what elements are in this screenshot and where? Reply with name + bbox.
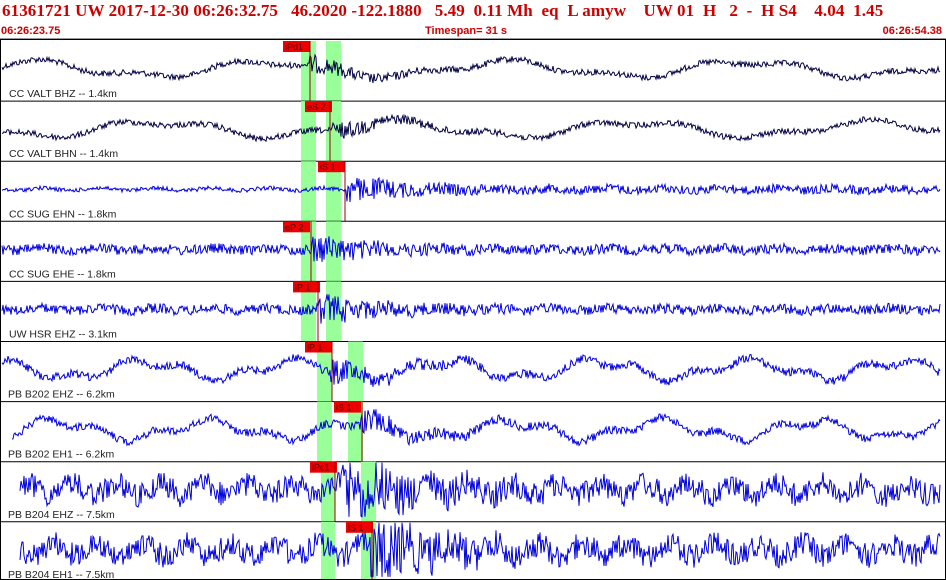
pick-label: iP 1 bbox=[295, 282, 310, 292]
pick-marker[interactable] bbox=[305, 341, 332, 353]
channel-row[interactable]: iP 1 PB B202 EHZ -- 6.2km bbox=[0, 341, 946, 403]
s-window-highlight bbox=[326, 161, 341, 222]
event-header: 61361721 UW 2017-12-30 06:26:32.75 46.20… bbox=[0, 0, 946, 39]
channel-label: PB B202 EHZ -- 6.2km bbox=[8, 389, 115, 401]
event-summary-title: 61361721 UW 2017-12-30 06:26:32.75 46.20… bbox=[2, 1, 884, 20]
channel-row[interactable]: iS 1 PB B202 EH1 -- 6.2km bbox=[0, 401, 946, 463]
channel-label: PB B202 EH1 -- 6.2km bbox=[8, 449, 114, 461]
waveform-trace bbox=[1, 176, 941, 203]
pick-marker[interactable] bbox=[293, 281, 320, 293]
channel-row[interactable]: iPd1 CC VALT BHZ -- 1.4km bbox=[0, 41, 946, 102]
header-divider bbox=[0, 38, 946, 39]
channel-label: CC SUG EHN -- 1.8km bbox=[9, 208, 117, 220]
channel-label: PB B204 EHZ -- 7.5km bbox=[8, 509, 115, 521]
pick-label: iPd1 bbox=[285, 42, 303, 52]
pick-marker[interactable] bbox=[310, 461, 337, 473]
waveform-trace bbox=[11, 409, 941, 447]
waveform-trace bbox=[19, 462, 941, 518]
channel-label: CC SUG EHE -- 1.8km bbox=[9, 268, 116, 280]
pick-marker[interactable] bbox=[318, 161, 345, 173]
p-window-highlight bbox=[317, 341, 332, 402]
pick-marker[interactable] bbox=[305, 101, 332, 113]
p-window-highlight bbox=[321, 461, 335, 522]
channel-label: CC VALT BHZ -- 1.4km bbox=[9, 88, 117, 100]
seismogram-panel[interactable]: iPd1 CC VALT BHZ -- 1.4km eS 2 CC VALT BHN … bbox=[0, 39, 946, 580]
pick-label: iP 1 bbox=[307, 343, 322, 353]
pick-marker[interactable] bbox=[283, 41, 310, 52]
channel-label: CC VALT BHN -- 1.4km bbox=[9, 148, 118, 160]
waveform-trace bbox=[1, 53, 941, 84]
channel-row[interactable]: iP 1 UW HSR EHZ -- 3.1km bbox=[0, 281, 946, 342]
s-window-highlight bbox=[326, 41, 341, 102]
panel-border bbox=[0, 39, 946, 580]
channel-row[interactable]: iS 1 CC SUG EHN -- 1.8km bbox=[0, 161, 946, 222]
channel-label: UW HSR EHZ -- 3.1km bbox=[9, 329, 117, 341]
channel-row[interactable]: iPc1 PB B204 EHZ -- 7.5km bbox=[0, 461, 946, 523]
pick-marker[interactable] bbox=[283, 221, 310, 233]
waveform-trace bbox=[1, 113, 941, 143]
s-window-highlight bbox=[348, 401, 363, 462]
pick-label: iS 1 bbox=[336, 403, 352, 413]
start-time-label: 06:26:23.75 bbox=[1, 25, 61, 37]
p-window-highlight bbox=[321, 521, 335, 580]
pick-marker[interactable] bbox=[334, 401, 361, 413]
pick-label: iS 1 bbox=[348, 523, 364, 533]
channel-row[interactable]: iS 1 PB B204 EH1 -- 7.5km bbox=[0, 521, 946, 580]
channel-row[interactable]: eS 2 CC VALT BHN -- 1.4km bbox=[0, 101, 946, 162]
waveform-trace bbox=[1, 294, 941, 324]
channel-row[interactable]: eP 2 CC SUG EHE -- 1.8km bbox=[0, 221, 946, 282]
p-window-highlight bbox=[301, 221, 316, 282]
waveform-trace bbox=[1, 353, 941, 387]
pick-label: eS 2 bbox=[307, 102, 326, 112]
channel-label: PB B204 EH1 -- 7.5km bbox=[8, 569, 114, 580]
s-window-highlight bbox=[326, 221, 341, 282]
pick-label: iS 1 bbox=[320, 162, 336, 172]
p-window-highlight bbox=[317, 401, 332, 462]
timespan-label: Timespan= 31 s bbox=[425, 25, 508, 37]
waveform-trace bbox=[19, 522, 941, 577]
end-time-label: 06:26:54.38 bbox=[882, 25, 942, 37]
pick-label: eP 2 bbox=[285, 222, 303, 232]
waveform-trace bbox=[1, 236, 941, 262]
p-window-highlight bbox=[301, 41, 316, 102]
p-window-highlight bbox=[301, 281, 316, 342]
pick-label: iPc1 bbox=[312, 463, 330, 473]
pick-marker[interactable] bbox=[346, 521, 373, 533]
